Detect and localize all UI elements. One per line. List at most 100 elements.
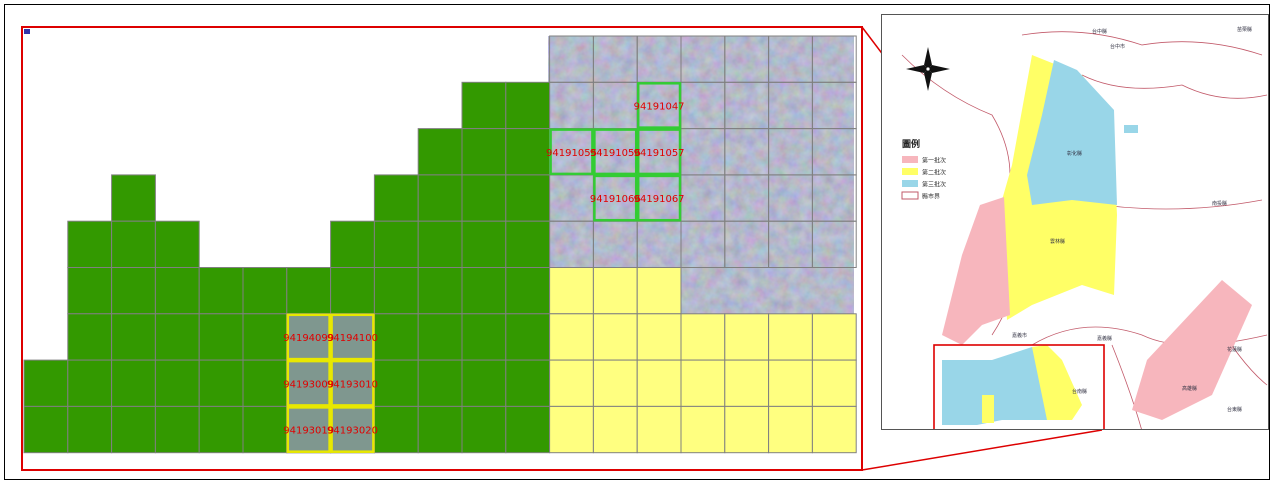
map-tile [811, 405, 857, 454]
map-tile [417, 174, 463, 222]
map-tile [680, 359, 726, 407]
batch3-region [1027, 60, 1117, 205]
batch2-region [982, 395, 994, 423]
map-tile [811, 220, 857, 268]
map-tile [724, 359, 770, 407]
tile-label: 94191047 [634, 101, 685, 112]
map-tile [724, 405, 770, 454]
map-tile [680, 313, 726, 361]
tile-label: 94193019 [283, 426, 334, 437]
place-name: 嘉義縣 [1097, 335, 1112, 342]
legend-label: 第一批次 [922, 157, 946, 165]
map-tile [242, 267, 288, 315]
map-tile [592, 267, 638, 315]
map-tile [636, 267, 682, 315]
map-tile [67, 267, 113, 315]
place-name: 雲林縣 [1050, 238, 1065, 245]
map-tile [505, 81, 551, 130]
place-name: 嘉義市 [1012, 332, 1027, 339]
map-tile [549, 405, 594, 454]
map-tile [636, 313, 682, 361]
legend-label: 第二批次 [922, 169, 946, 177]
place-name: 彰化縣 [1067, 150, 1082, 157]
extent-frame [21, 26, 863, 471]
map-tile [592, 359, 638, 407]
map-tile [111, 405, 156, 454]
place-name: 台南縣 [1072, 388, 1087, 395]
place-name: 台中市 [1110, 43, 1125, 50]
selected-tile-outline [330, 313, 375, 361]
map-tile [461, 359, 507, 407]
tile-label: 94194100 [327, 333, 378, 344]
place-name: 南投縣 [1212, 200, 1227, 207]
map-tile [242, 405, 288, 454]
tile-label: 94193010 [327, 379, 378, 390]
tile-label: 94191067 [634, 194, 685, 205]
map-tile [461, 405, 507, 454]
map-tile [198, 405, 244, 454]
map-tile [373, 313, 419, 361]
figure-frame [4, 4, 1270, 480]
map-tile [198, 267, 244, 315]
selected-tile-outline [636, 174, 682, 222]
map-tile [67, 313, 113, 361]
map-tile [417, 267, 463, 315]
legend-swatch [901, 191, 919, 200]
map-tile [23, 359, 69, 407]
place-name: 苗栗縣 [1237, 26, 1252, 33]
map-tile [154, 220, 200, 268]
map-tile [505, 359, 551, 407]
map-tile [242, 359, 288, 407]
selected-tile-outline [636, 82, 682, 129]
selected-tiles [286, 82, 682, 453]
map-tile [373, 267, 419, 315]
map-tile [505, 128, 551, 176]
selected-tile-outline [636, 128, 682, 176]
batch2-region [1032, 345, 1082, 420]
map-tile [592, 405, 638, 454]
map-tile [505, 174, 551, 222]
map-tile [67, 359, 113, 407]
map-tile [461, 313, 507, 361]
connector-line [861, 429, 1103, 471]
selected-tile-outline [286, 313, 331, 361]
map-tile [768, 359, 813, 407]
map-tile [111, 313, 156, 361]
map-tile [330, 267, 375, 315]
map-tile [549, 359, 594, 407]
map-tile [461, 220, 507, 268]
map-tile [417, 220, 463, 268]
tile-label: 94194099 [283, 333, 334, 344]
map-tile [373, 405, 419, 454]
map-tile [505, 267, 551, 315]
legend-swatch [902, 156, 918, 163]
corner-marker [24, 29, 30, 34]
selected-tile-outline [593, 174, 638, 222]
place-name: 花蓮縣 [1227, 346, 1242, 353]
map-tile [417, 405, 463, 454]
map-tile [373, 359, 419, 407]
map-tile [111, 174, 156, 222]
legend-title: 圖例 [902, 138, 920, 150]
overview-map: 圖例 第一批次 第二批次 第三批次 縣市界 苗栗縣 台中縣 台中市 彰化縣 南投縣 雲林縣 嘉義市… [881, 14, 1269, 430]
map-tile [549, 313, 594, 361]
map-tile [680, 405, 726, 454]
map-tile [811, 313, 857, 361]
map-tile [461, 174, 507, 222]
map-tile [111, 267, 156, 315]
map-tile [154, 359, 200, 407]
map-tile [549, 267, 594, 315]
tile-label: 94191057 [634, 148, 685, 159]
selected-tile-outline [330, 406, 375, 453]
map-tile [417, 128, 463, 176]
map-tile [111, 359, 156, 407]
tile-label: 94193009 [283, 379, 334, 390]
map-tile [636, 405, 682, 454]
map-tile [198, 313, 244, 361]
legend-swatch [902, 168, 918, 175]
batch3-region [942, 347, 1057, 425]
map-tile [417, 313, 463, 361]
